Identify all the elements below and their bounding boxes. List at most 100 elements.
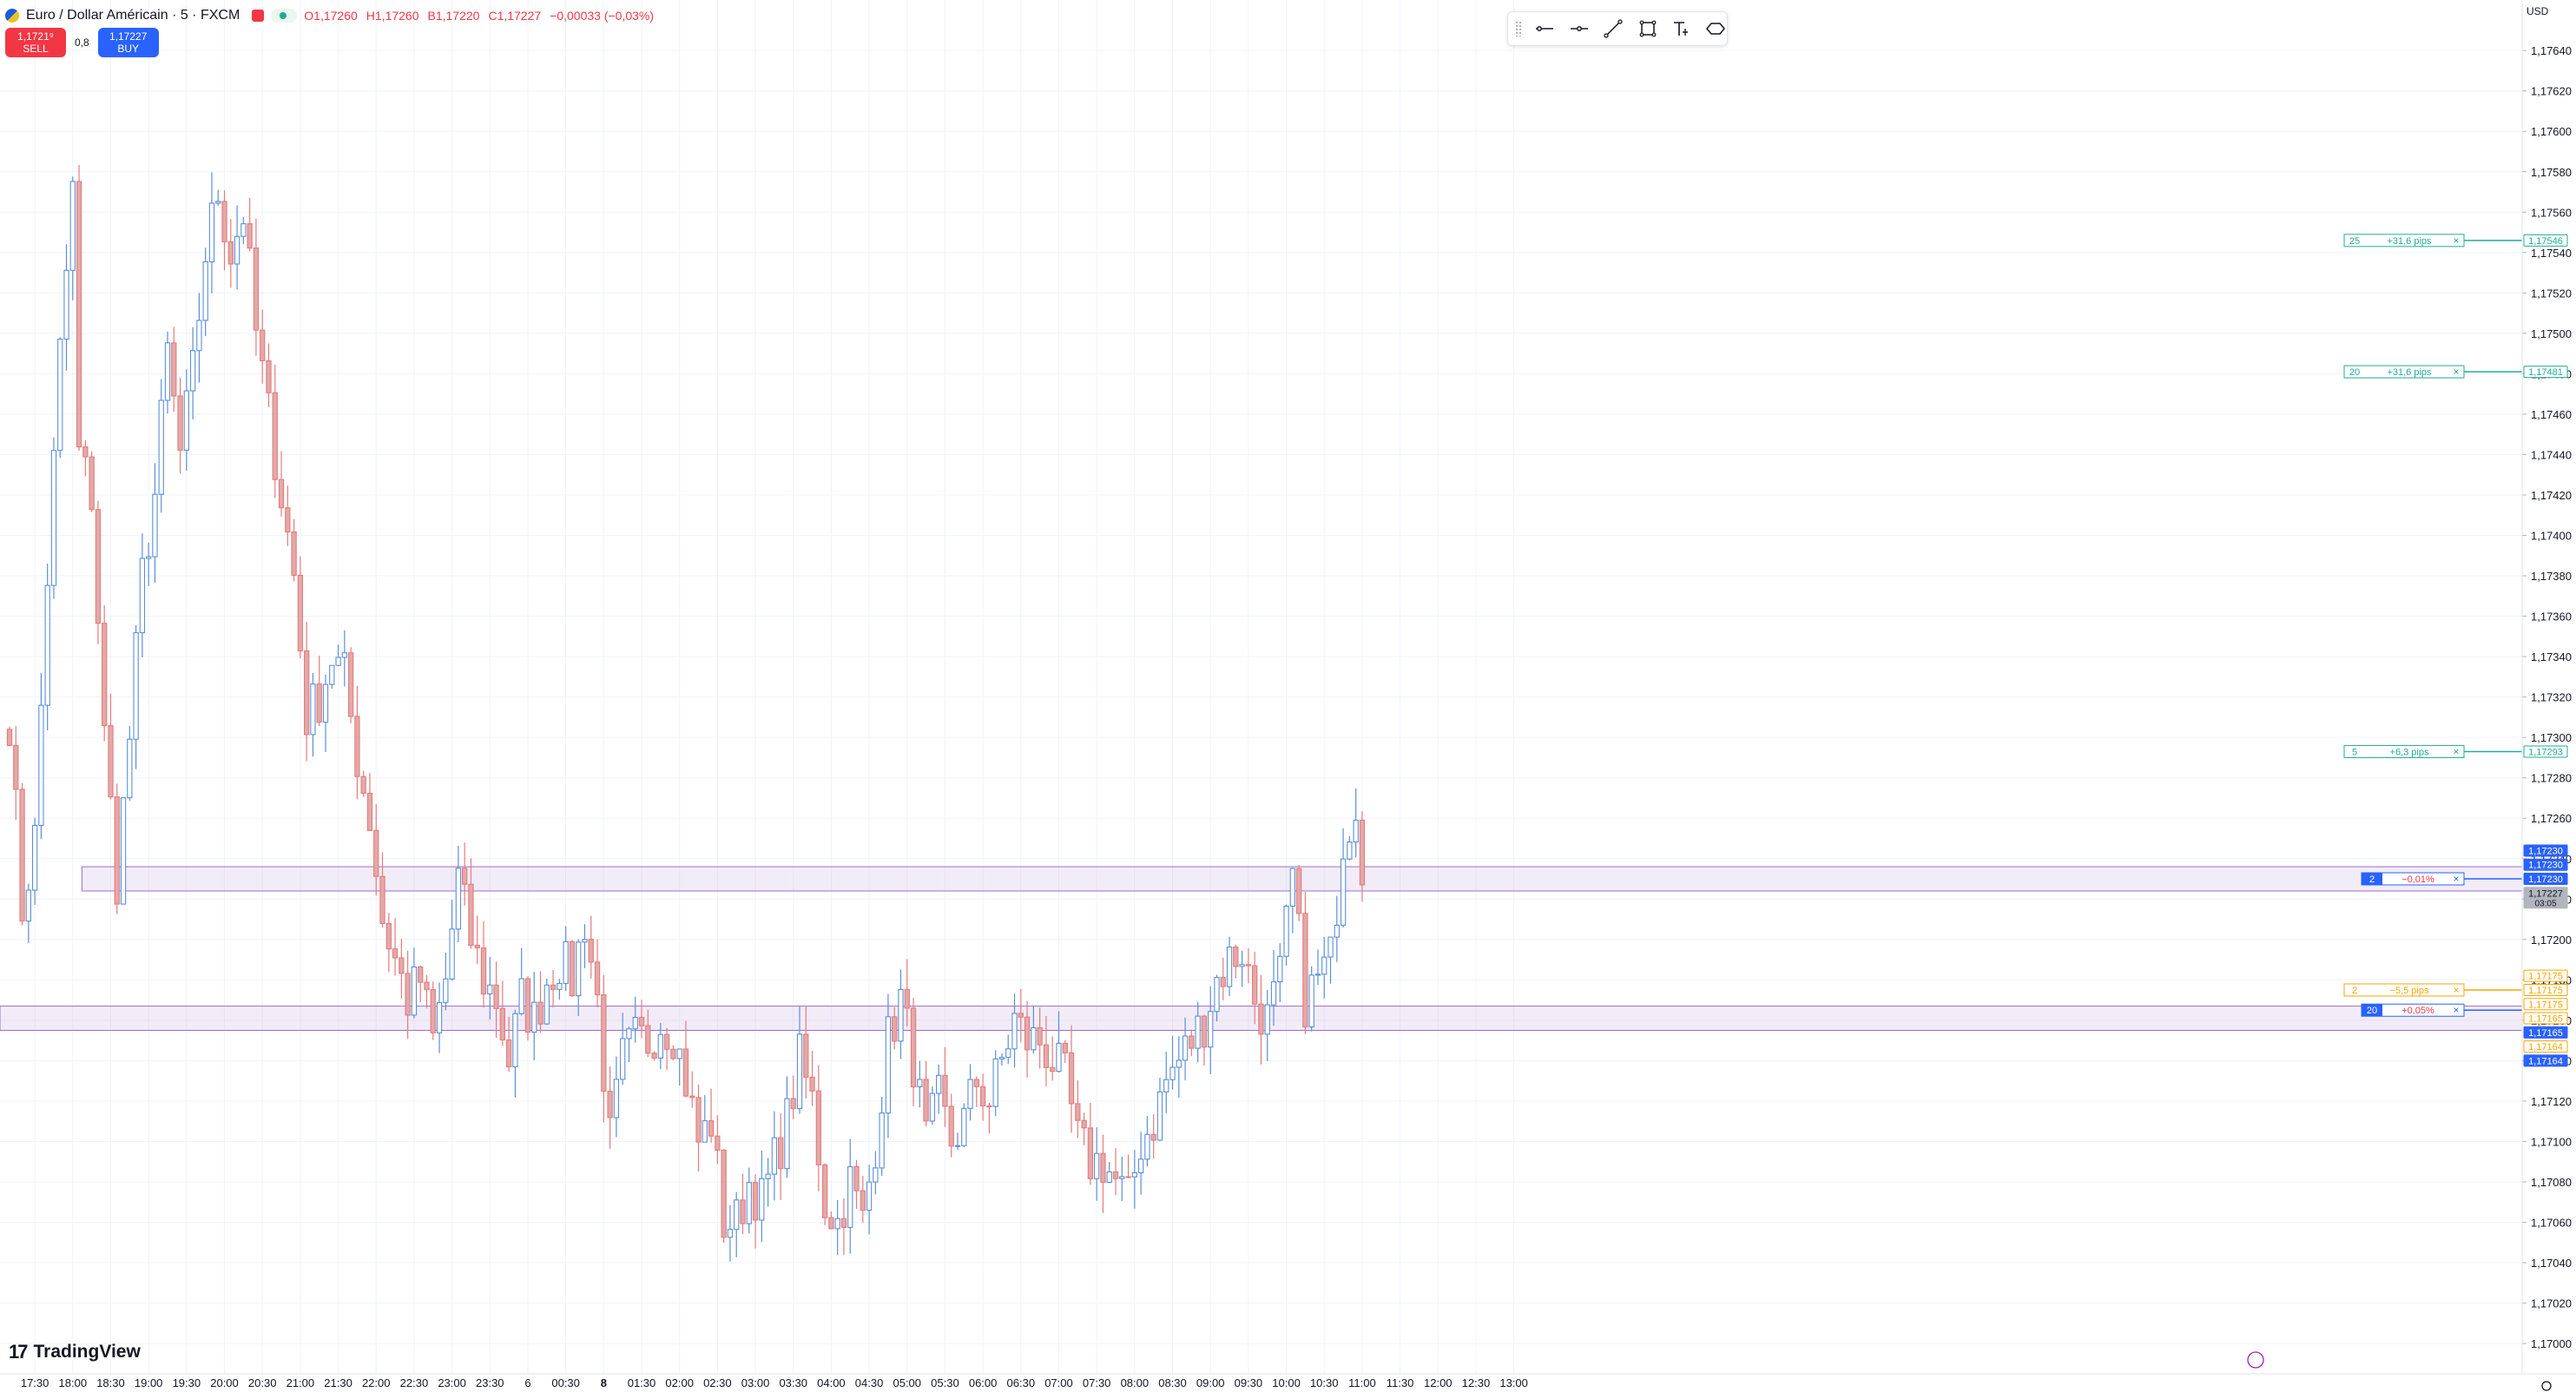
candle (449, 900, 455, 981)
tradingview-logo[interactable]: 17 TradingView (9, 1341, 141, 1363)
y-tick-label: 1,17500 (2531, 327, 2572, 340)
candle (1359, 811, 1366, 902)
candle-body (721, 1149, 727, 1238)
candle-body (1302, 913, 1308, 1028)
candle-body (76, 181, 82, 448)
candle-body (379, 875, 385, 925)
candle-body (399, 957, 405, 974)
candle-body (1314, 973, 1321, 976)
horizontal-ray-icon[interactable] (1534, 17, 1556, 40)
x-tick-label: 23:30 (476, 1376, 504, 1389)
candle (278, 451, 285, 517)
candle-body (1037, 1026, 1043, 1046)
candles (6, 165, 1366, 1262)
horizontal-line-icon[interactable] (1568, 17, 1590, 40)
price-tag-label: 1,17175 (2528, 986, 2563, 996)
candle (322, 674, 329, 752)
price-tag: 1,17164 (2523, 1054, 2568, 1067)
candle (1005, 1034, 1011, 1065)
level-close-icon[interactable]: × (2453, 234, 2459, 247)
candle (892, 1006, 898, 1050)
buy-button[interactable]: 1,17227 BUY (97, 28, 159, 57)
candle-body (632, 1017, 638, 1030)
level-qty-bg (2362, 1004, 2382, 1017)
drag-handle-icon[interactable] (1515, 21, 1522, 36)
level-close-icon[interactable]: × (2453, 984, 2459, 996)
candle-body (734, 1199, 740, 1231)
candle (373, 804, 379, 896)
candle (803, 1006, 809, 1099)
candle (1321, 936, 1328, 999)
level-close-icon[interactable]: × (2453, 873, 2459, 885)
alert-icon[interactable] (252, 10, 265, 22)
candle (638, 1000, 645, 1039)
candle-body (418, 966, 424, 983)
text-icon[interactable] (1670, 17, 1692, 40)
settings-gear-icon[interactable] (2541, 1381, 2552, 1391)
candle-body (392, 948, 399, 959)
x-tick-label: 23:00 (438, 1376, 466, 1389)
candle (227, 219, 234, 288)
y-tick-label: 1,17540 (2531, 247, 2572, 260)
y-tick-label: 1,17560 (2531, 206, 2572, 219)
low-value: B1,17220 (427, 9, 480, 23)
candle (929, 1086, 936, 1125)
ellipse-icon[interactable] (1705, 17, 1727, 40)
candle (1131, 1150, 1137, 1209)
level-label-box (2343, 234, 2465, 247)
candle-body (158, 399, 164, 495)
candle-body (1347, 841, 1353, 860)
candle (594, 939, 601, 1007)
x-tick-label: 19:30 (173, 1376, 201, 1389)
symbol-title[interactable]: Euro / Dollar Américain · 5 · FXCM (26, 8, 240, 23)
currency-label[interactable]: USD (2527, 5, 2549, 17)
candle-body (424, 981, 430, 991)
level-label-box (2343, 983, 2465, 997)
candle-body (923, 1079, 929, 1122)
candle (979, 1073, 986, 1121)
candle (885, 993, 892, 1138)
level-close-icon[interactable]: × (2453, 745, 2459, 757)
candle-body (310, 683, 316, 736)
candle-body (1068, 1052, 1075, 1105)
rectangle-icon[interactable] (1637, 17, 1658, 40)
candle (1156, 1077, 1163, 1141)
candle-body (227, 241, 234, 265)
trade-level: 25 +31,6 pips × (2343, 234, 2522, 247)
candle (936, 1064, 942, 1114)
candle (177, 377, 183, 474)
candle (1125, 1154, 1131, 1178)
candle (834, 1199, 840, 1256)
level-qty: 2 (2369, 874, 2375, 885)
candle (879, 1097, 885, 1177)
candle-body (69, 181, 76, 271)
candle-body (1201, 1015, 1208, 1048)
x-tick-label: 08:00 (1121, 1376, 1150, 1389)
candle-body (499, 1007, 505, 1041)
candle-body (1252, 965, 1258, 1005)
level-text: +0,05% (2401, 1006, 2434, 1016)
candle (1252, 952, 1258, 1025)
candle-body (1258, 1003, 1264, 1035)
candle-body (304, 650, 310, 736)
candle (443, 953, 449, 1011)
candle (1353, 788, 1359, 858)
candle (399, 939, 405, 999)
level-close-icon[interactable]: × (2453, 366, 2459, 378)
trend-line-icon[interactable] (1603, 17, 1624, 40)
candle-body (291, 531, 297, 577)
candle (44, 564, 50, 730)
candle (954, 1132, 961, 1151)
candle (607, 1066, 613, 1149)
price-tag: 1,17165 (2523, 1012, 2568, 1025)
price-tag: 1,17165 (2523, 1026, 2568, 1039)
lightning-icon[interactable] (2247, 1351, 2264, 1369)
level-qty: 25 (2349, 236, 2360, 247)
level-close-icon[interactable]: × (2453, 1004, 2459, 1016)
x-tick-label: 19:00 (135, 1376, 163, 1389)
sell-button[interactable]: 1,1721⁹ SELL (5, 28, 66, 57)
x-tick-label: 09:30 (1235, 1376, 1263, 1389)
candle (860, 1176, 866, 1223)
candle-body (1005, 1048, 1011, 1059)
